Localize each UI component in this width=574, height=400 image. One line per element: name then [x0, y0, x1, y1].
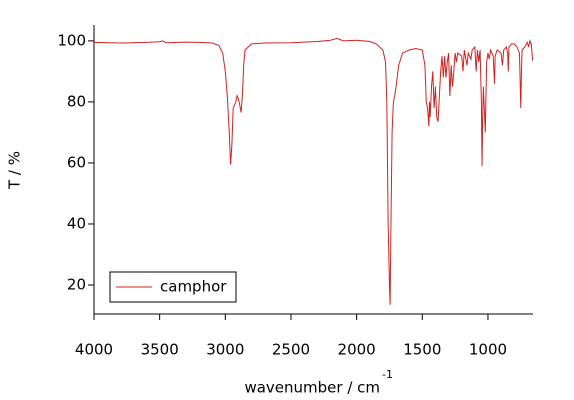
x-tick-label: 2000 — [338, 341, 376, 359]
y-tick-label: 40 — [67, 214, 86, 232]
spectrum-line — [93, 37, 534, 305]
y-tick-label: 60 — [67, 153, 86, 171]
legend-label: camphor — [160, 278, 227, 296]
x-tick-label: 1000 — [469, 341, 507, 359]
y-tick-label: 80 — [67, 92, 86, 110]
x-tick-label: 3000 — [206, 341, 244, 359]
x-tick-label: 1500 — [403, 341, 441, 359]
x-tick-label: 4000 — [75, 341, 113, 359]
x-tick-label: 3500 — [141, 341, 179, 359]
x-tick-label: 2500 — [272, 341, 310, 359]
y-tick-label: 100 — [57, 31, 86, 49]
x-axis-label: wavenumber / cm — [244, 379, 380, 397]
y-tick-label: 20 — [67, 276, 86, 294]
x-axis-label-superscript: -1 — [382, 368, 393, 381]
y-axis-label: T / % — [6, 151, 24, 190]
